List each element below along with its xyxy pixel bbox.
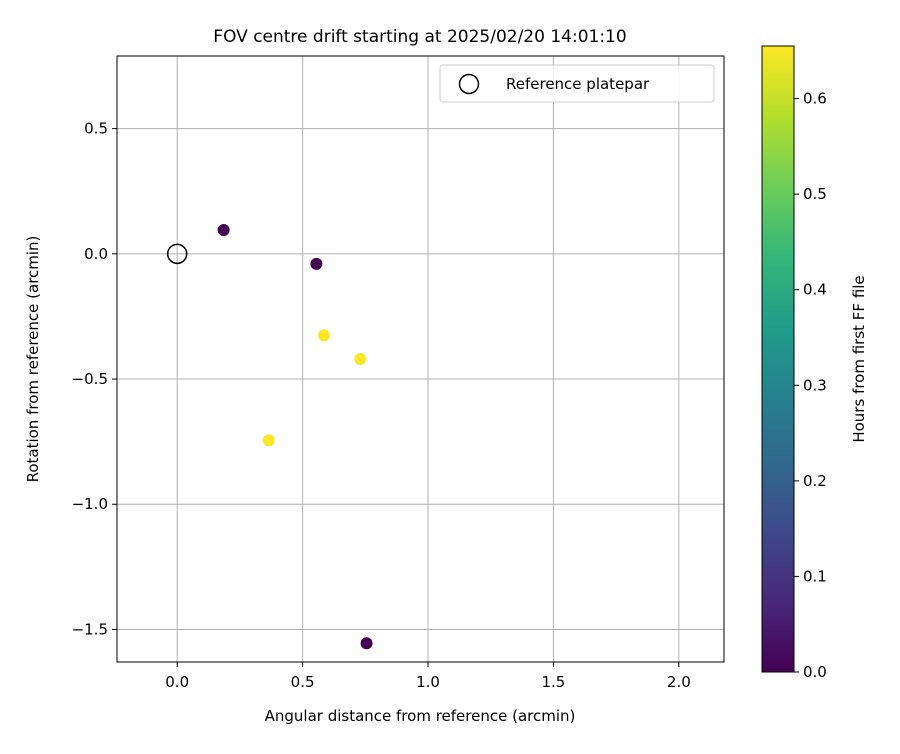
legend: Reference platepar: [439, 64, 715, 103]
data-point: [217, 224, 230, 237]
x-axis-ticks: 0.0 0.5 1.0 1.5 2.0: [165, 662, 691, 691]
chart-title: FOV centre drift starting at 2025/02/20 …: [213, 27, 626, 47]
data-point: [360, 637, 373, 650]
y-tick-label: −0.5: [72, 370, 108, 388]
x-tick-label: 0.0: [165, 673, 189, 691]
colorbar-tick-label: 0.1: [803, 567, 827, 585]
data-points: [166, 224, 373, 650]
colorbar-tick-label: 0.0: [803, 663, 827, 681]
x-tick-label: 2.0: [667, 673, 691, 691]
legend-box: [439, 64, 715, 103]
colorbar-tick-label: 0.4: [803, 281, 827, 299]
colorbar-tick-label: 0.6: [803, 90, 827, 108]
x-tick-label: 1.5: [542, 673, 566, 691]
data-point: [310, 257, 323, 270]
x-tick-label: 0.5: [291, 673, 315, 691]
data-point: [317, 329, 330, 342]
colorbar-tick-label: 0.5: [803, 185, 827, 203]
y-axis-label: Rotation from reference (arcmin): [24, 236, 42, 483]
grid-lines: [117, 56, 724, 662]
y-tick-label: −1.5: [72, 620, 108, 638]
plot-frame: [116, 55, 725, 663]
colorbar-bar: [761, 45, 795, 673]
reference-point: [166, 243, 188, 265]
y-tick-label: −1.0: [72, 495, 108, 513]
colorbar-ticks: 0.0 0.1 0.2 0.3 0.4 0.5 0.6: [794, 90, 827, 681]
x-tick-label: 1.0: [416, 673, 440, 691]
colorbar: 0.0 0.1 0.2 0.3 0.4 0.5 0.6 Hours from first F…: [761, 45, 868, 681]
colorbar-tick-label: 0.3: [803, 376, 827, 394]
legend-reference-label: Reference platepar: [506, 75, 650, 93]
legend-reference-marker: [458, 73, 480, 95]
colorbar-label: Hours from first FF file: [850, 275, 868, 442]
plot-background: [117, 56, 724, 662]
y-axis-ticks: 0.5 0.0 −0.5 −1.0 −1.5: [72, 120, 117, 638]
data-point: [354, 353, 367, 365]
y-tick-label: 0.0: [84, 245, 108, 263]
data-point: [262, 434, 275, 447]
y-tick-label: 0.5: [84, 120, 108, 138]
colorbar-tick-label: 0.2: [803, 472, 827, 490]
x-axis-label: Angular distance from reference (arcmin): [265, 707, 576, 725]
